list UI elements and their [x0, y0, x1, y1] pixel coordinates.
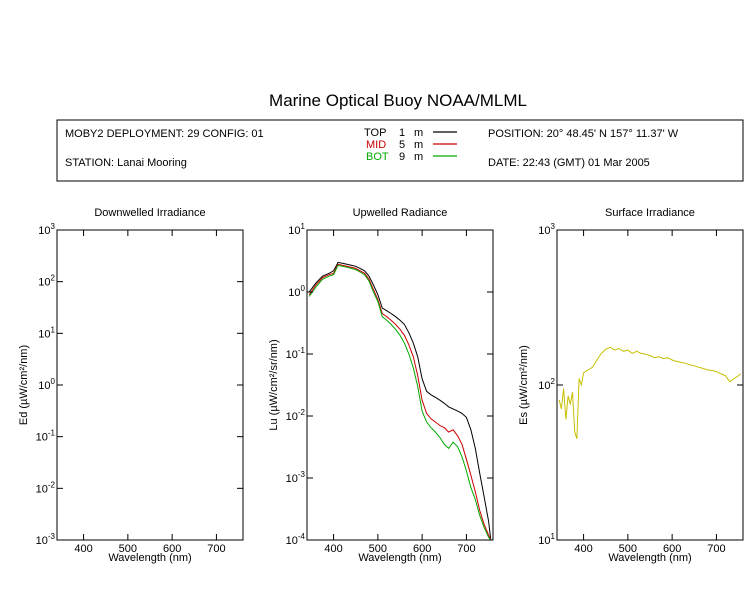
legend: TOP 1 m MID 5 m BOT 9 m: [364, 127, 457, 163]
x-tick-label: 400: [574, 543, 592, 555]
y-axis-label: Lu (µW/cm²/sr/nm): [268, 339, 280, 430]
y-tick-label: 103: [38, 222, 55, 237]
series-line-es: [558, 346, 742, 439]
figure-title: Marine Optical Buoy NOAA/MLML: [269, 91, 527, 110]
y-tick-label: 101: [288, 222, 305, 237]
info-box-border: [56, 119, 744, 182]
y-tick-label: 10-2: [286, 408, 306, 423]
x-tick-label: 400: [74, 543, 92, 555]
legend-top-unit: m: [414, 127, 423, 139]
x-tick-label: 700: [707, 543, 725, 555]
x-tick-label: 500: [119, 543, 137, 555]
x-tick-label: 700: [207, 543, 225, 555]
legend-bot-unit: m: [414, 151, 423, 163]
x-tick-label: 600: [163, 543, 181, 555]
legend-bot-name: BOT: [366, 151, 389, 163]
legend-mid-name: MID: [366, 139, 386, 151]
x-axis-label: Wavelength (nm): [608, 552, 691, 564]
series-line-mid: [308, 263, 492, 540]
plot-frame: [56, 229, 244, 541]
panel-title: Surface Irradiance: [605, 207, 695, 219]
date-text: DATE: 22:43 (GMT) 01 Mar 2005: [488, 157, 650, 169]
y-tick-label: 10-3: [36, 532, 56, 547]
y-tick-label: 101: [38, 325, 55, 340]
plot-frame: [556, 229, 744, 541]
x-tick-label: 600: [663, 543, 681, 555]
series-line-top: [308, 261, 492, 540]
legend-bot-depth: 9: [399, 151, 405, 163]
legend-top-name: TOP: [364, 127, 386, 139]
y-tick-label: 10-1: [36, 429, 56, 444]
position-text: POSITION: 20° 48.45' N 157° 11.37' W: [488, 128, 679, 140]
y-tick-label: 10-3: [286, 470, 306, 485]
y-axis-label: Es (µW/cm²/nm): [518, 345, 530, 425]
deployment-text: MOBY2 DEPLOYMENT: 29 CONFIG: 01: [65, 128, 264, 140]
x-axis-label: Wavelength (nm): [108, 552, 191, 564]
y-tick-label: 102: [38, 274, 55, 289]
info-box: MOBY2 DEPLOYMENT: 29 CONFIG: 01 STATION:…: [56, 119, 744, 182]
x-axis-label: Wavelength (nm): [358, 552, 441, 564]
y-tick-label: 103: [538, 222, 555, 237]
panel-title: Upwelled Radiance: [353, 207, 448, 219]
x-tick-label: 400: [324, 543, 342, 555]
y-tick-label: 102: [538, 377, 555, 392]
panel-title: Downwelled Irradiance: [94, 207, 205, 219]
x-tick-label: 600: [413, 543, 431, 555]
x-tick-label: 500: [619, 543, 637, 555]
y-tick-label: 10-4: [286, 532, 306, 547]
y-tick-label: 101: [538, 532, 555, 547]
station-text: STATION: Lanai Mooring: [65, 157, 187, 169]
downwelled-irradiance-panel: Downwelled Irradiance 400 500 600 700 10-3 10-…: [18, 207, 244, 564]
y-tick-label: 10-1: [286, 346, 306, 361]
x-tick-label: 500: [369, 543, 387, 555]
surface-irradiance-panel: Surface Irradiance 400 500 600 700 101 102 103 W…: [518, 207, 744, 564]
y-tick-label: 100: [288, 284, 305, 299]
y-tick-label: 100: [38, 377, 55, 392]
x-tick-label: 700: [457, 543, 475, 555]
legend-mid-depth: 5: [399, 139, 405, 151]
series-line-bot: [308, 264, 492, 540]
plot-frame: [306, 229, 494, 541]
legend-top-depth: 1: [399, 127, 405, 139]
upwelled-radiance-panel: Upwelled Radiance 400 500 600 700 10-4 10-3 10-…: [268, 207, 494, 564]
y-axis-label: Ed (µW/cm²/nm): [18, 345, 30, 425]
y-tick-label: 10-2: [36, 480, 56, 495]
legend-mid-unit: m: [414, 139, 423, 151]
